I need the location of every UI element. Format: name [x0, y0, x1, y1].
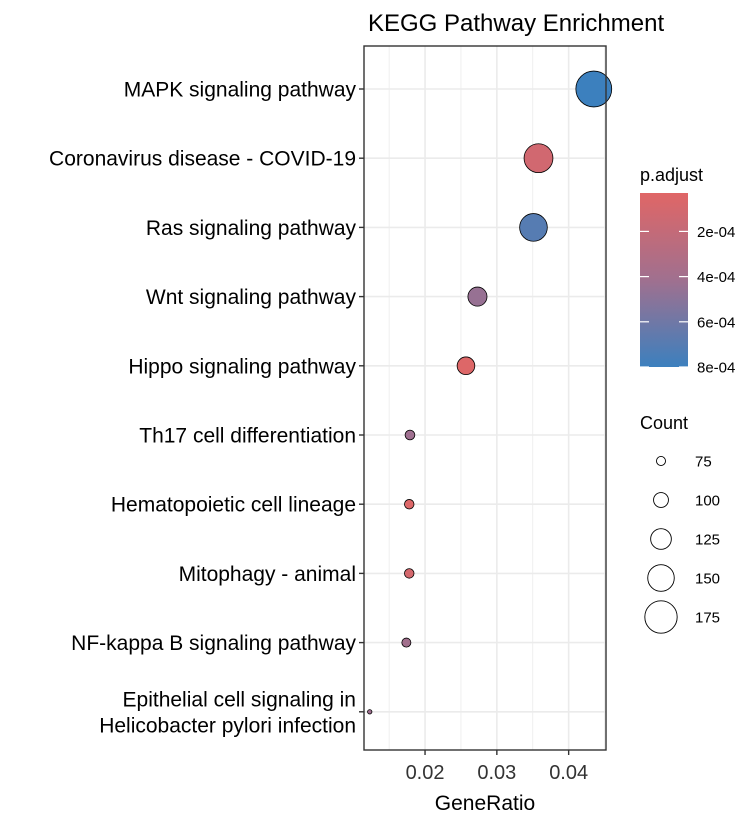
count-legend-label: 125: [695, 532, 720, 549]
p-adjust-legend: p.adjust 2e-04 4e-04 6e-04 8e-04: [640, 165, 735, 377]
pathway-label: MAPK signaling pathway: [124, 79, 357, 102]
data-point: [523, 143, 554, 174]
count-legend-circle: [653, 492, 669, 508]
x-tick-label: 0.02: [406, 762, 445, 784]
pathway-label: Epithelial cell signaling in Helicobacter…: [99, 688, 356, 737]
count-legend-circle: [647, 564, 675, 592]
data-point: [367, 709, 373, 715]
data-point: [404, 568, 415, 579]
data-point: [404, 429, 416, 441]
pathway-label: Hippo signaling pathway: [128, 355, 356, 378]
count-legend-label: 150: [695, 571, 720, 588]
x-tick-label: 0.04: [549, 762, 588, 784]
data-point: [401, 637, 412, 648]
count-legend-label: 175: [695, 610, 720, 627]
pathway-label-line: Helicobacter pylori infection: [99, 714, 356, 737]
color-bar-label: 6e-04: [697, 314, 735, 331]
pathway-label: Mitophagy - animal: [179, 563, 356, 586]
pathway-label: Ras signaling pathway: [146, 217, 357, 240]
x-axis-title: GeneRatio: [435, 792, 535, 815]
pathway-label: Hematopoietic cell lineage: [111, 494, 356, 517]
p-adjust-legend-title: p.adjust: [640, 165, 703, 185]
count-legend-label: 75: [695, 454, 712, 471]
plot-panel: [364, 46, 606, 750]
data-point: [575, 70, 613, 108]
data-point: [404, 499, 415, 510]
panel-border: [363, 45, 607, 751]
x-tick-label: 0.03: [477, 762, 516, 784]
count-legend: Count 75 100 125 150 175: [640, 413, 720, 634]
color-bar: [640, 193, 688, 367]
count-legend-circle: [656, 456, 666, 466]
data-point: [467, 286, 488, 307]
count-legend-label: 100: [695, 493, 720, 510]
color-bar-label: 8e-04: [697, 360, 735, 377]
color-bar-label: 4e-04: [697, 269, 735, 286]
pathway-label: Wnt signaling pathway: [146, 286, 357, 309]
count-legend-circle: [650, 528, 672, 550]
data-point: [519, 213, 548, 242]
grid-lines: [364, 46, 606, 750]
y-axis-ticks: [359, 88, 364, 713]
chart-title: KEGG Pathway Enrichment: [368, 10, 664, 37]
count-legend-circle: [644, 600, 678, 634]
pathway-label: Coronavirus disease - COVID-19: [49, 148, 356, 171]
pathway-label: Th17 cell differentiation: [139, 425, 356, 448]
data-point: [456, 356, 476, 376]
pathway-label: NF-kappa B signaling pathway: [71, 632, 356, 655]
x-axis-ticks: 0.02 0.03 0.04: [406, 750, 588, 784]
pathway-label-line: Epithelial cell signaling in: [123, 688, 356, 711]
y-axis-labels: MAPK signaling pathway Coronavirus diseas…: [49, 79, 356, 738]
data-points: [367, 70, 613, 715]
count-legend-title: Count: [640, 413, 688, 433]
color-bar-label: 2e-04: [697, 224, 735, 241]
